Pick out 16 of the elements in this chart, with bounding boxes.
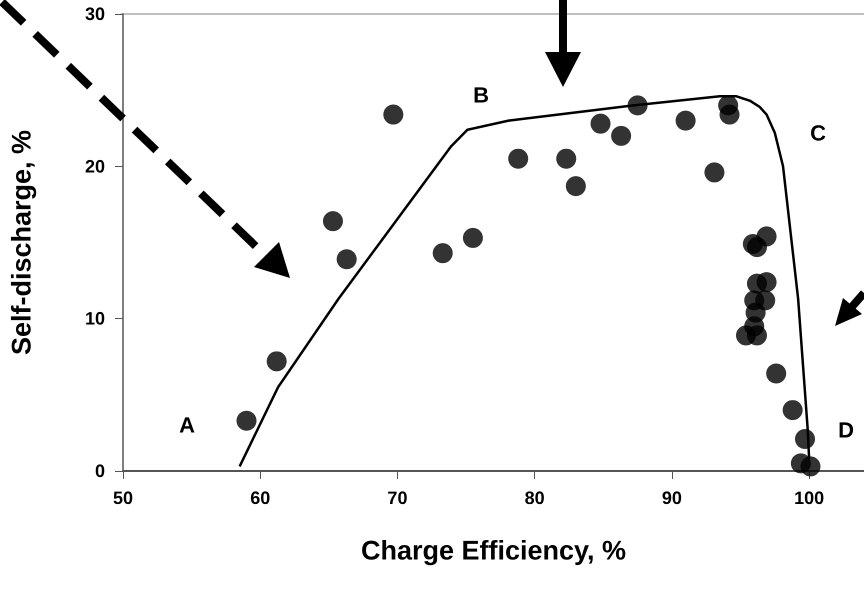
y-tick-label: 20	[84, 156, 105, 176]
x-tick-label: 90	[662, 488, 682, 508]
x-tick-label: 50	[112, 488, 134, 508]
x-tick-label: 60	[250, 488, 270, 508]
x-axis-title: Charge Efficiency, %	[360, 536, 626, 566]
y-axis-title: Self-discharge, %	[6, 130, 36, 356]
annotation: B	[473, 82, 489, 108]
x-tick-label: 100	[794, 488, 824, 508]
y-tick-label: 30	[84, 4, 105, 24]
y-tick-label: 10	[84, 308, 105, 329]
y-tick-label: 0	[94, 461, 105, 481]
annotation: A	[179, 412, 196, 438]
annotation: D	[838, 418, 854, 442]
x-tick-label: 70	[387, 488, 408, 508]
annotation: C	[810, 120, 826, 146]
x-tick-label: 80	[524, 488, 545, 508]
